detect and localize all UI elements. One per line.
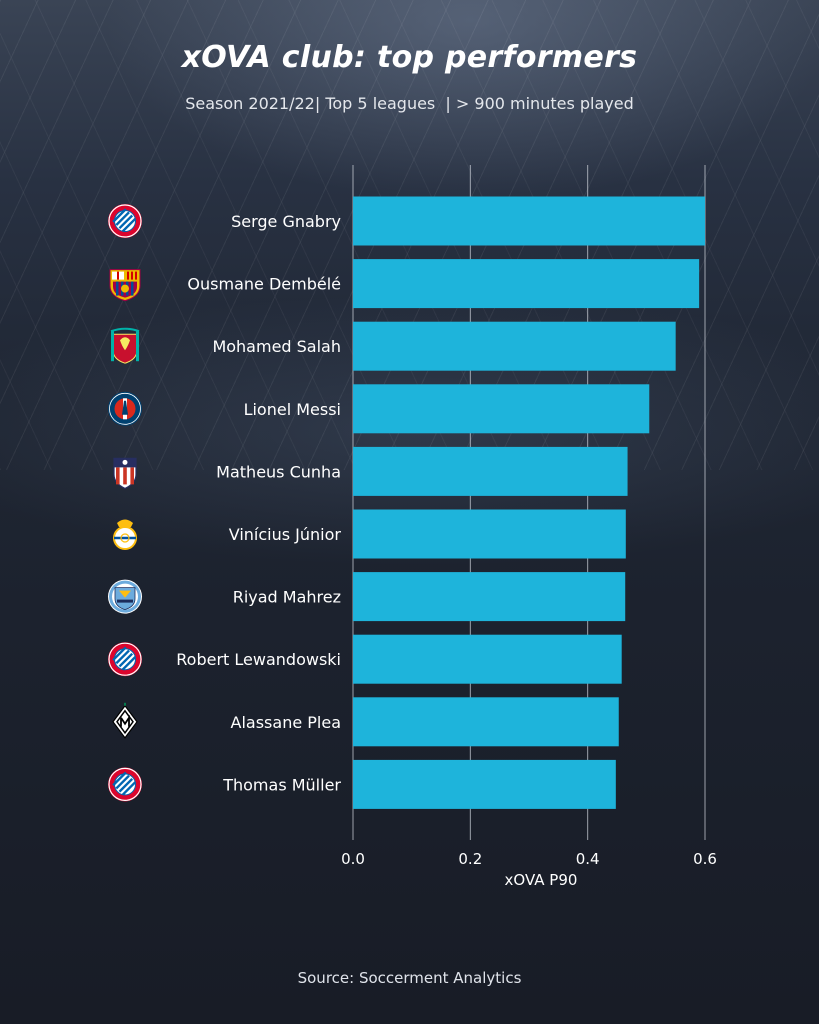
player-name-label: Ousmane Dembélé [187,275,341,294]
bar-chart: 0.0 0.2 0.4 0.6 xOVA P90 Serge Gnabry Ousmane … [108,165,717,889]
x-tick-label: 0.0 [341,850,365,868]
bayern-munich-badge [108,767,142,802]
player-name-label: Robert Lewandowski [176,650,341,669]
psg-badge [108,391,142,426]
player-name-label: Riyad Mahrez [233,588,341,607]
gladbach-badge [112,702,138,739]
chart-title: xOVA club: top performers [181,40,638,75]
bar [353,572,626,622]
bar [353,634,622,684]
bar [353,446,628,496]
player-name-label: Thomas Müller [222,775,341,794]
bar [353,509,626,559]
player-name-label: Alassane Plea [231,713,341,732]
bar [353,196,705,246]
liverpool-badge [110,327,140,364]
source-note: Source: Soccerment Analytics [297,969,522,987]
player-name-label: Matheus Cunha [216,462,341,481]
barcelona-badge [109,269,141,302]
x-axis-label: xOVA P90 [505,871,578,889]
chart-subtitle: Season 2021/22| Top 5 leagues | > 900 mi… [185,94,634,113]
bayern-munich-badge [108,642,142,677]
real-madrid-badge [113,519,137,550]
player-name-label: Serge Gnabry [231,212,341,231]
x-tick-label: 0.2 [458,850,482,868]
bayern-munich-badge [108,204,142,238]
bar [353,259,700,309]
bar [353,759,616,809]
manchester-city-badge [108,579,142,614]
bar [353,321,676,371]
atletico-madrid-badge [113,457,137,490]
bar [353,384,650,434]
player-name-label: Vinícius Júnior [229,525,342,544]
player-name-label: Mohamed Salah [212,337,341,356]
x-tick-label: 0.4 [576,850,600,868]
player-name-label: Lionel Messi [244,400,341,419]
bar [353,697,619,747]
x-tick-label: 0.6 [693,850,717,868]
